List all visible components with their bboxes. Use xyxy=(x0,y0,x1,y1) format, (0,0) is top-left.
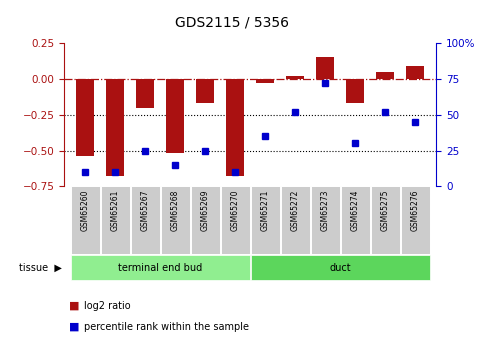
FancyBboxPatch shape xyxy=(221,186,249,254)
Text: percentile rank within the sample: percentile rank within the sample xyxy=(84,322,249,332)
FancyBboxPatch shape xyxy=(251,186,280,254)
Bar xyxy=(76,79,94,156)
Text: GSM65260: GSM65260 xyxy=(80,190,90,231)
Text: terminal end bud: terminal end bud xyxy=(118,263,202,273)
Text: ■: ■ xyxy=(69,301,79,311)
Text: log2 ratio: log2 ratio xyxy=(84,301,131,311)
Text: ■: ■ xyxy=(69,322,79,332)
Text: GSM65267: GSM65267 xyxy=(141,190,150,231)
Bar xyxy=(286,76,304,79)
Text: GSM65272: GSM65272 xyxy=(291,190,300,231)
FancyBboxPatch shape xyxy=(131,186,160,254)
FancyBboxPatch shape xyxy=(281,186,310,254)
FancyBboxPatch shape xyxy=(191,186,219,254)
Text: GSM65270: GSM65270 xyxy=(231,190,240,231)
FancyBboxPatch shape xyxy=(371,186,400,254)
Bar xyxy=(196,79,214,103)
FancyBboxPatch shape xyxy=(341,186,370,254)
Bar xyxy=(376,72,394,79)
Text: GSM65271: GSM65271 xyxy=(261,190,270,231)
Bar xyxy=(406,66,424,79)
Text: GSM65274: GSM65274 xyxy=(351,190,360,231)
Bar xyxy=(346,79,364,103)
Text: GSM65275: GSM65275 xyxy=(381,190,390,231)
Text: duct: duct xyxy=(329,263,351,273)
Bar xyxy=(316,57,334,79)
Text: GSM65261: GSM65261 xyxy=(110,190,120,231)
FancyBboxPatch shape xyxy=(70,255,249,280)
Bar xyxy=(226,79,244,176)
Bar xyxy=(256,79,274,83)
Bar xyxy=(136,79,154,108)
Bar xyxy=(166,79,184,154)
Text: GSM65269: GSM65269 xyxy=(201,190,210,231)
Text: GSM65273: GSM65273 xyxy=(321,190,330,231)
Text: GSM65276: GSM65276 xyxy=(411,190,420,231)
Bar xyxy=(106,79,124,176)
FancyBboxPatch shape xyxy=(101,186,130,254)
FancyBboxPatch shape xyxy=(251,255,430,280)
Text: GDS2115 / 5356: GDS2115 / 5356 xyxy=(175,15,289,29)
Text: tissue  ▶: tissue ▶ xyxy=(19,263,62,273)
Text: GSM65268: GSM65268 xyxy=(171,190,179,231)
FancyBboxPatch shape xyxy=(70,186,100,254)
FancyBboxPatch shape xyxy=(401,186,430,254)
FancyBboxPatch shape xyxy=(161,186,190,254)
FancyBboxPatch shape xyxy=(311,186,340,254)
